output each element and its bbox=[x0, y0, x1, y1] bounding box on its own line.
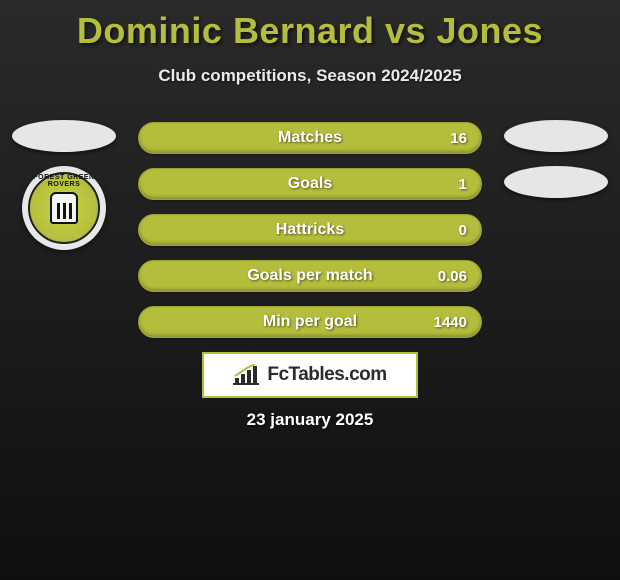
brand-text: FcTables.com bbox=[267, 364, 386, 386]
player-photo-placeholder-right-2 bbox=[504, 166, 608, 198]
player-photo-placeholder-left bbox=[12, 120, 116, 152]
stat-row-goals-per-match: Goals per match 0.06 bbox=[138, 260, 482, 292]
club-crest-icon bbox=[50, 192, 78, 224]
date-text: 23 january 2025 bbox=[0, 410, 620, 430]
club-name-arc: FOREST GREEN ROVERS bbox=[22, 174, 106, 188]
stat-label: Hattricks bbox=[276, 221, 344, 239]
stat-row-min-per-goal: Min per goal 1440 bbox=[138, 306, 482, 338]
subtitle: Club competitions, Season 2024/2025 bbox=[0, 66, 620, 86]
stat-label: Goals bbox=[288, 175, 332, 193]
stat-right-value: 0 bbox=[459, 215, 467, 245]
stat-right-value: 0.06 bbox=[438, 261, 467, 291]
stat-row-matches: Matches 16 bbox=[138, 122, 482, 154]
stat-label: Goals per match bbox=[247, 267, 372, 285]
stat-row-goals: Goals 1 bbox=[138, 168, 482, 200]
stat-right-value: 1 bbox=[459, 169, 467, 199]
left-player-column: FOREST GREEN ROVERS 1889 bbox=[8, 120, 120, 250]
bar-chart-icon bbox=[233, 364, 259, 386]
right-player-column bbox=[500, 120, 612, 198]
stat-label: Matches bbox=[278, 129, 342, 147]
player-photo-placeholder-right-1 bbox=[504, 120, 608, 152]
stat-row-hattricks: Hattricks 0 bbox=[138, 214, 482, 246]
brand-box: FcTables.com bbox=[202, 352, 418, 398]
club-logo-left: FOREST GREEN ROVERS 1889 bbox=[22, 166, 106, 250]
stat-label: Min per goal bbox=[263, 313, 357, 331]
page-title: Dominic Bernard vs Jones bbox=[0, 0, 620, 52]
stat-right-value: 16 bbox=[450, 123, 467, 153]
stats-list: Matches 16 Goals 1 Hattricks 0 Goals per… bbox=[138, 122, 482, 338]
stat-right-value: 1440 bbox=[434, 307, 467, 337]
